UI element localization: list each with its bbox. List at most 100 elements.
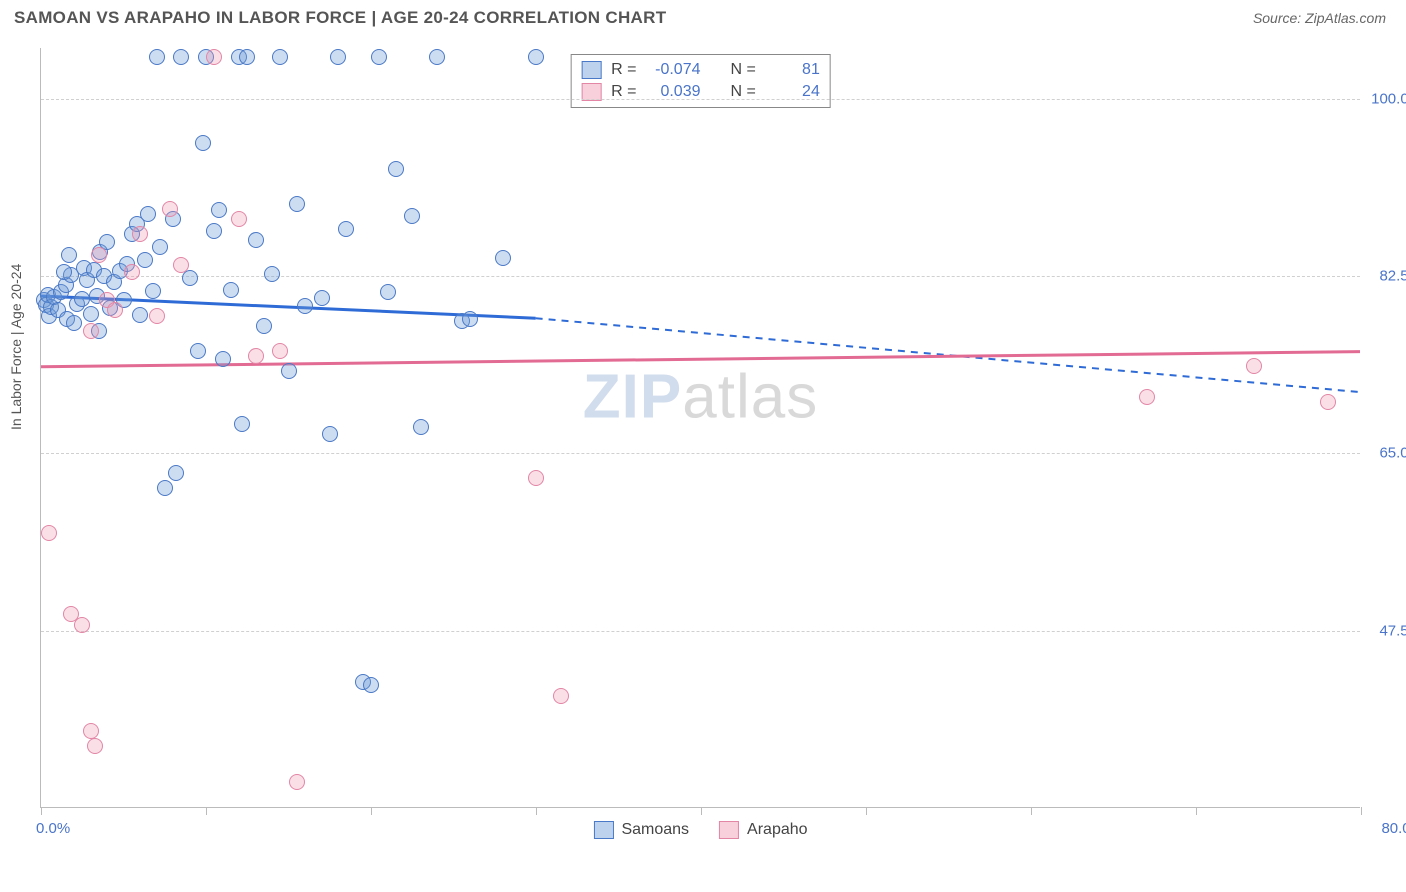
data-point — [248, 348, 264, 364]
data-point — [145, 283, 161, 299]
y-tick-label: 47.5% — [1379, 622, 1406, 639]
gridline — [41, 631, 1360, 632]
data-point — [413, 419, 429, 435]
data-point — [256, 318, 272, 334]
data-point — [173, 49, 189, 65]
x-axis-min-label: 0.0% — [36, 820, 70, 837]
watermark-atlas: atlas — [682, 363, 818, 432]
gridline — [41, 453, 1360, 454]
data-point — [272, 49, 288, 65]
data-point — [149, 49, 165, 65]
data-point — [195, 135, 211, 151]
watermark: ZIPatlas — [583, 362, 818, 433]
data-point — [56, 264, 72, 280]
r-label: R = — [611, 61, 636, 79]
x-tick — [1361, 807, 1362, 815]
data-point — [152, 239, 168, 255]
data-point — [338, 221, 354, 237]
data-point — [231, 211, 247, 227]
gridline — [41, 99, 1360, 100]
y-tick-label: 82.5% — [1379, 268, 1406, 285]
data-point — [297, 298, 313, 314]
data-point — [223, 282, 239, 298]
data-point — [322, 426, 338, 442]
data-point — [371, 49, 387, 65]
n-label: N = — [731, 61, 756, 79]
x-tick — [1196, 807, 1197, 815]
data-point — [388, 161, 404, 177]
data-point — [157, 480, 173, 496]
data-point — [239, 49, 255, 65]
series-legend: Samoans Arapaho — [593, 821, 807, 839]
data-point — [363, 677, 379, 693]
data-point — [264, 266, 280, 282]
data-point — [1246, 358, 1262, 374]
swatch-blue-icon — [593, 821, 613, 839]
watermark-zip: ZIP — [583, 363, 682, 432]
data-point — [149, 308, 165, 324]
data-point — [380, 284, 396, 300]
data-point — [182, 270, 198, 286]
x-tick — [1031, 807, 1032, 815]
swatch-blue-icon — [581, 61, 601, 79]
chart-source: Source: ZipAtlas.com — [1253, 10, 1386, 26]
legend-item-arapaho: Arapaho — [719, 821, 808, 839]
x-tick — [701, 807, 702, 815]
data-point — [132, 307, 148, 323]
gridline — [41, 276, 1360, 277]
data-point — [330, 49, 346, 65]
data-point — [83, 323, 99, 339]
legend-item-samoans: Samoans — [593, 821, 689, 839]
scatter-chart: ZIPatlas R = -0.074 N = 81 R = 0.039 N =… — [40, 48, 1360, 808]
data-point — [248, 232, 264, 248]
data-point — [91, 247, 107, 263]
data-point — [124, 264, 140, 280]
data-point — [495, 250, 511, 266]
data-point — [289, 774, 305, 790]
data-point — [61, 247, 77, 263]
stats-row-arapaho: R = 0.039 N = 24 — [581, 81, 820, 103]
data-point — [215, 351, 231, 367]
y-axis-label: In Labor Force | Age 20-24 — [8, 264, 24, 430]
data-point — [132, 226, 148, 242]
data-point — [206, 223, 222, 239]
data-point — [528, 470, 544, 486]
data-point — [234, 416, 250, 432]
data-point — [314, 290, 330, 306]
swatch-pink-icon — [719, 821, 739, 839]
data-point — [190, 343, 206, 359]
y-tick-label: 65.0% — [1379, 445, 1406, 462]
data-point — [272, 343, 288, 359]
data-point — [107, 302, 123, 318]
data-point — [211, 202, 227, 218]
data-point — [289, 196, 305, 212]
data-point — [74, 617, 90, 633]
data-point — [404, 208, 420, 224]
stats-legend-box: R = -0.074 N = 81 R = 0.039 N = 24 — [570, 54, 831, 108]
y-tick-label: 100.0% — [1371, 90, 1406, 107]
legend-label-arapaho: Arapaho — [747, 821, 808, 839]
data-point — [1320, 394, 1336, 410]
data-point — [162, 201, 178, 217]
data-point — [83, 723, 99, 739]
x-tick — [536, 807, 537, 815]
data-point — [1139, 389, 1155, 405]
data-point — [66, 315, 82, 331]
chart-title: SAMOAN VS ARAPAHO IN LABOR FORCE | AGE 2… — [14, 8, 666, 28]
data-point — [429, 49, 445, 65]
legend-label-samoans: Samoans — [621, 821, 689, 839]
data-point — [168, 465, 184, 481]
data-point — [281, 363, 297, 379]
n-value-samoans: 81 — [766, 61, 820, 79]
r-value-samoans: -0.074 — [647, 61, 701, 79]
data-point — [206, 49, 222, 65]
data-point — [528, 49, 544, 65]
x-tick — [41, 807, 42, 815]
x-tick — [371, 807, 372, 815]
data-point — [87, 738, 103, 754]
data-point — [41, 525, 57, 541]
data-point — [553, 688, 569, 704]
data-point — [137, 252, 153, 268]
data-point — [140, 206, 156, 222]
x-axis-max-label: 80.0% — [1381, 820, 1406, 837]
